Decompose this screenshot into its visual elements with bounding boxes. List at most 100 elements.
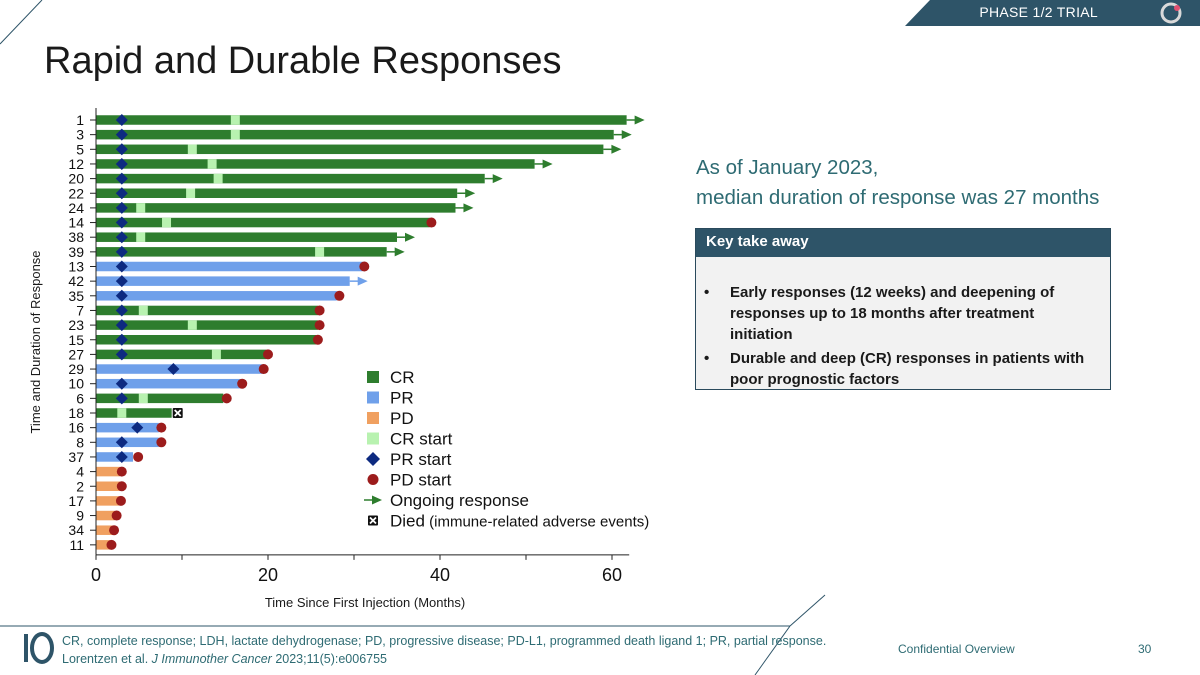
bar-patient-1: [96, 115, 627, 125]
pd-start-marker: [116, 481, 127, 492]
bar-patient-6: [96, 393, 224, 404]
pr-start-marker: [115, 348, 128, 361]
patient-label-24: 24: [68, 200, 84, 216]
bar-patient-7: [96, 305, 318, 316]
ongoing-arrow: [492, 174, 503, 184]
cr-start-marker: [138, 305, 148, 316]
died-marker: [172, 408, 183, 418]
legend-PRstart-swatch: [366, 452, 380, 466]
bar-patient-11: [96, 540, 110, 550]
pr-start-marker: [115, 216, 128, 229]
bar-patient-29: [96, 364, 264, 374]
ongoing-arrow: [634, 115, 645, 125]
cr-start-marker: [207, 159, 217, 169]
ongoing-arrow: [542, 159, 553, 169]
legend-CR-label: CR: [390, 368, 415, 387]
pr-start-marker: [115, 201, 128, 214]
patient-label-4: 4: [76, 464, 84, 480]
patient-label-37: 37: [68, 449, 84, 465]
pr-start-marker: [115, 319, 128, 332]
ongoing-arrow: [611, 144, 622, 154]
key-takeaway-bullet-1: Early responses (12 weeks) and deepening…: [704, 282, 1098, 345]
pd-start-marker: [314, 305, 325, 316]
bar-patient-5: [96, 144, 604, 155]
patient-label-42: 42: [68, 273, 84, 289]
bar-patient-2: [96, 481, 121, 491]
pd-start-marker: [258, 364, 269, 375]
patient-label-9: 9: [76, 508, 84, 524]
legend-CRstart-label: CR start: [390, 430, 453, 449]
bar-patient-15: [96, 335, 317, 345]
legend-died-swatch-x2: [369, 516, 377, 525]
patient-label-5: 5: [76, 141, 84, 157]
citation-authors: Lorentzen et al.: [62, 652, 149, 666]
pd-start-marker: [111, 510, 122, 521]
ongoing-arrow: [394, 247, 405, 257]
legend-PDstart-swatch: [367, 474, 379, 485]
page-number: 30: [1138, 642, 1152, 656]
pr-start-marker: [115, 114, 128, 126]
cr-start-marker: [138, 393, 148, 404]
patient-label-35: 35: [68, 288, 84, 304]
pr-start-marker: [115, 245, 128, 258]
bar-patient-16: [96, 422, 159, 433]
chart-axes: 1351220222414383913423572315272910618168…: [68, 108, 630, 585]
swimmer-chart: 1351220222414383913423572315272910618168…: [28, 108, 649, 610]
key-takeaway-box: Key take away Early responses (12 weeks)…: [695, 228, 1111, 390]
bar-patient-13: [96, 261, 363, 272]
bar-patient-18: [96, 408, 172, 418]
patient-label-1: 1: [76, 112, 84, 128]
legend-died-sublabel: (immune-related adverse events): [425, 514, 649, 531]
pd-start-marker: [359, 261, 370, 272]
legend-PR-swatch: [367, 391, 379, 404]
bar-patient-42: [96, 276, 350, 286]
pr-start-marker: [115, 304, 128, 317]
cr-start-marker: [211, 349, 221, 360]
bar-patient-22: [96, 188, 458, 198]
patient-label-20: 20: [68, 171, 84, 187]
cr-start-marker: [136, 203, 146, 213]
patient-label-8: 8: [76, 434, 84, 450]
pd-start-marker: [115, 495, 126, 506]
pd-start-marker: [156, 422, 167, 433]
pr-start-marker: [115, 128, 128, 141]
pd-start-marker: [312, 334, 323, 345]
pr-start-marker: [115, 157, 128, 170]
pr-start-marker: [115, 231, 128, 244]
corner-diagonal-line: [0, 0, 43, 45]
cr-start-marker: [187, 144, 197, 155]
key-takeaway-list: Early responses (12 weeks) and deepening…: [696, 282, 1110, 390]
citation-journal: J Immunother Cancer: [151, 652, 272, 666]
bar-patient-9: [96, 510, 115, 521]
pr-start-marker: [115, 143, 128, 156]
callout-line-2: median duration of response was 27 month…: [696, 186, 1100, 209]
patient-label-16: 16: [68, 420, 84, 436]
patient-label-7: 7: [76, 302, 84, 318]
patient-label-2: 2: [76, 478, 84, 494]
callout-line-1: As of January 2023,: [696, 156, 879, 179]
pd-start-marker: [109, 525, 120, 536]
legend-PR-label: PR: [390, 389, 414, 408]
cr-start-marker: [117, 408, 127, 418]
cr-start-marker: [162, 217, 172, 228]
bar-patient-4: [96, 466, 121, 477]
bar-patient-34: [96, 525, 113, 535]
footer-abbreviations: CR, complete response; LDH, lactate dehy…: [62, 634, 827, 648]
pr-start-marker: [167, 363, 180, 376]
bar-patient-37: [96, 452, 133, 462]
chart-rows: [96, 114, 645, 550]
legend-PD-swatch: [367, 412, 379, 424]
company-logo-icon: [1160, 2, 1182, 24]
patient-label-6: 6: [76, 390, 84, 406]
bar-patient-20: [96, 173, 485, 184]
ongoing-arrow: [621, 130, 632, 140]
patient-label-23: 23: [68, 317, 84, 333]
legend-PDstart-label: PD start: [390, 471, 452, 490]
patient-label-15: 15: [68, 332, 84, 348]
pr-start-marker: [115, 436, 128, 449]
bar-patient-38: [96, 232, 397, 242]
pd-start-marker: [106, 539, 117, 550]
pr-start-marker: [115, 450, 128, 463]
